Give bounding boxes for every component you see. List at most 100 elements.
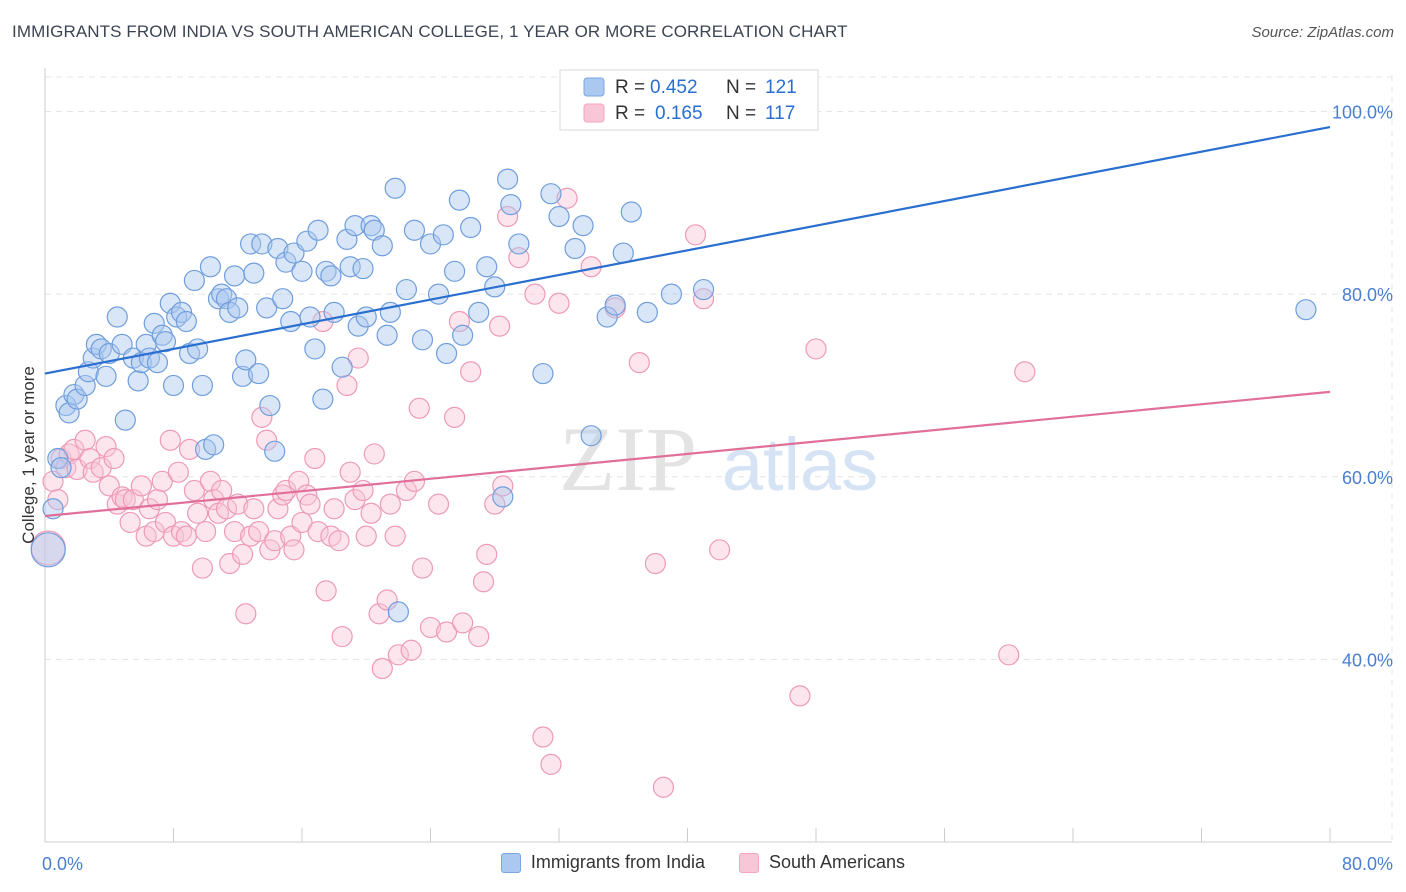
south-americans-point bbox=[684, 224, 707, 246]
south-americans-point bbox=[532, 726, 554, 748]
south-americans-point bbox=[231, 543, 254, 565]
y-tick-label-80: 80.0% bbox=[1342, 285, 1393, 305]
south-americans-point bbox=[243, 498, 265, 520]
india-point bbox=[151, 324, 173, 346]
south-americans-point bbox=[805, 338, 827, 360]
south-americans-point bbox=[138, 498, 161, 520]
india-point bbox=[199, 256, 222, 278]
india-point bbox=[227, 297, 249, 319]
bottom-legend-label-south-americans: South Americans bbox=[768, 852, 906, 872]
south-americans-point bbox=[114, 488, 136, 511]
india-point bbox=[320, 265, 342, 287]
india-point bbox=[30, 532, 66, 568]
south-americans-point bbox=[427, 493, 450, 515]
india-point bbox=[235, 349, 257, 371]
south-americans-point bbox=[548, 292, 570, 314]
trend-lines bbox=[44, 125, 1331, 518]
india-point bbox=[111, 333, 133, 355]
south-americans-point bbox=[248, 520, 270, 543]
south-americans-point bbox=[267, 498, 289, 520]
south-americans-point bbox=[371, 657, 393, 680]
india-point bbox=[183, 269, 205, 292]
india-point bbox=[460, 216, 482, 239]
south-americans-point bbox=[400, 639, 422, 661]
trend-line-south-americans bbox=[44, 390, 1331, 518]
south-americans-point bbox=[223, 520, 246, 543]
india-point bbox=[1295, 299, 1317, 321]
south-americans-point bbox=[195, 520, 217, 543]
india-point bbox=[215, 288, 238, 310]
india-point bbox=[500, 194, 522, 216]
india-point bbox=[384, 177, 406, 199]
south-americans-point bbox=[347, 347, 369, 369]
y-tick-label-100: 100.0% bbox=[1332, 103, 1393, 123]
x-tick-label-max: 80.0% bbox=[1342, 854, 1393, 874]
india-point bbox=[259, 394, 281, 417]
south-americans-point bbox=[191, 557, 214, 579]
india-point bbox=[497, 168, 519, 190]
south-americans-point bbox=[497, 205, 519, 228]
india-point bbox=[580, 425, 602, 447]
legend-n-label-2: N = bbox=[726, 103, 756, 124]
india-point bbox=[307, 219, 329, 241]
india-point bbox=[251, 233, 273, 255]
legend-swatch-blue bbox=[583, 77, 605, 97]
south-americans-point bbox=[339, 461, 361, 483]
india-point bbox=[243, 262, 265, 284]
south-americans-point bbox=[331, 625, 353, 648]
south-americans-point bbox=[644, 552, 666, 575]
india-point bbox=[175, 310, 197, 333]
south-americans-point bbox=[352, 479, 374, 502]
india-point bbox=[50, 457, 72, 479]
tick-labels: 40.0% 60.0% 80.0% 100.0% 0.0% 80.0% bbox=[42, 103, 1393, 874]
grid-lines bbox=[45, 75, 1393, 842]
south-americans-point bbox=[283, 539, 305, 561]
india-point bbox=[154, 331, 177, 353]
bottom-legend-item-india[interactable]: Immigrants from India bbox=[500, 852, 705, 873]
india-point bbox=[231, 365, 254, 387]
india-point bbox=[692, 278, 715, 301]
india-point bbox=[508, 233, 530, 255]
south-americans-point bbox=[154, 511, 177, 534]
legend-swatch-pink bbox=[583, 103, 605, 123]
bottom-legend-item-south-americans[interactable]: South Americans bbox=[738, 852, 906, 873]
india-point bbox=[452, 324, 474, 346]
india-point bbox=[636, 301, 658, 324]
legend-n-value-1: 121 bbox=[765, 77, 797, 98]
india-point bbox=[532, 362, 554, 385]
india-point bbox=[443, 260, 466, 282]
south-americans-point bbox=[151, 470, 173, 492]
legend-box: R = 0.452 N = 121 R = 0.165 N = 117 bbox=[559, 69, 819, 131]
south-americans-point bbox=[130, 475, 152, 497]
india-point bbox=[612, 242, 634, 264]
south-americans-point bbox=[452, 612, 474, 634]
south-americans-point bbox=[692, 288, 715, 310]
south-americans-point bbox=[484, 493, 506, 515]
legend-n-label-1: N = bbox=[726, 77, 756, 98]
india-point bbox=[448, 189, 471, 211]
india-point bbox=[548, 205, 570, 228]
india-point bbox=[492, 486, 514, 508]
india-point bbox=[223, 265, 246, 287]
india-point bbox=[432, 224, 454, 246]
south-americans-point bbox=[122, 488, 144, 511]
chart-title: IMMIGRANTS FROM INDIA VS SOUTH AMERICAN … bbox=[12, 22, 848, 41]
india-point bbox=[352, 257, 374, 280]
south-americans-point bbox=[344, 488, 366, 511]
south-americans-point bbox=[55, 457, 77, 479]
india-point bbox=[620, 201, 642, 223]
south-americans-point bbox=[789, 685, 811, 707]
south-americans-point bbox=[307, 520, 329, 543]
south-americans-point bbox=[159, 429, 181, 451]
india-point bbox=[468, 301, 490, 324]
india-point bbox=[74, 374, 96, 397]
south-americans-point bbox=[435, 621, 458, 643]
india-point bbox=[162, 374, 185, 397]
south-americans-point bbox=[74, 429, 96, 451]
india-point bbox=[296, 230, 318, 252]
south-americans-point bbox=[472, 571, 495, 593]
south-americans-point bbox=[524, 283, 546, 305]
india-point bbox=[596, 306, 618, 328]
south-americans-point bbox=[376, 589, 398, 611]
